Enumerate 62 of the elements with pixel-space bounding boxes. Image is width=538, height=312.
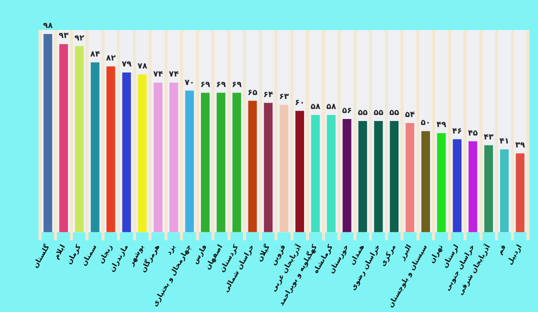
data-label: ۶۳ <box>279 92 289 101</box>
bar <box>264 102 273 232</box>
data-label: ۴۶ <box>452 126 462 136</box>
data-label: ۵۸ <box>326 102 336 112</box>
bar <box>437 133 446 232</box>
bar <box>295 110 304 232</box>
data-label: ۵۴ <box>405 110 415 120</box>
bar <box>154 82 162 232</box>
data-label: ۷۰ <box>184 78 194 87</box>
data-label: ۵۰ <box>420 118 431 128</box>
data-label: ۶۹ <box>216 80 226 89</box>
bar <box>311 114 320 232</box>
data-label: ۶۹ <box>232 80 242 89</box>
bar <box>374 121 383 232</box>
data-label: ۳۹ <box>515 140 526 150</box>
data-label: ۸۴ <box>90 49 100 58</box>
data-label: ۸۲ <box>106 53 116 62</box>
data-label: ۴۳ <box>484 132 494 142</box>
bar <box>452 139 462 232</box>
bar <box>122 72 131 232</box>
data-label: ۵۵ <box>374 108 384 118</box>
bar <box>516 153 524 232</box>
bar <box>75 46 84 232</box>
data-label: ۷۸ <box>137 62 148 71</box>
data-label: ۵۵ <box>389 108 400 118</box>
data-label: ۴۵ <box>468 128 478 138</box>
data-label: ۶۰ <box>294 98 305 107</box>
bar <box>280 104 288 232</box>
bar <box>200 92 210 232</box>
bar <box>59 44 68 232</box>
data-label: ۹۲ <box>74 33 84 42</box>
data-label: ۴۱ <box>500 136 510 146</box>
data-label: ۶۴ <box>263 90 274 99</box>
bar <box>484 145 493 232</box>
bar <box>169 82 178 232</box>
bar <box>44 34 52 232</box>
data-label: ۵۶ <box>342 106 352 116</box>
data-label: ۹۸ <box>42 21 53 30</box>
data-label: ۷۴ <box>153 70 164 79</box>
bar <box>468 141 478 232</box>
bar <box>90 62 100 232</box>
bar <box>248 100 257 232</box>
data-label: ۷۴ <box>168 70 179 79</box>
data-label: ۵۸ <box>310 102 320 112</box>
bar <box>106 66 116 232</box>
bar <box>500 149 509 232</box>
data-label: ۵۵ <box>358 108 368 118</box>
bar <box>342 119 352 232</box>
bar <box>421 131 430 232</box>
bar <box>406 123 414 232</box>
data-label: ۶۹ <box>200 80 210 89</box>
bar <box>138 74 147 232</box>
data-label: ۹۳ <box>58 31 69 40</box>
data-label: ۷۹ <box>122 60 132 69</box>
data-label: ۴۹ <box>436 120 446 130</box>
bar <box>232 92 242 232</box>
bar <box>216 92 226 232</box>
data-label: ۶۵ <box>248 88 258 97</box>
bar <box>390 121 399 232</box>
bar <box>185 90 194 232</box>
bar <box>358 121 368 232</box>
bar <box>326 114 336 232</box>
